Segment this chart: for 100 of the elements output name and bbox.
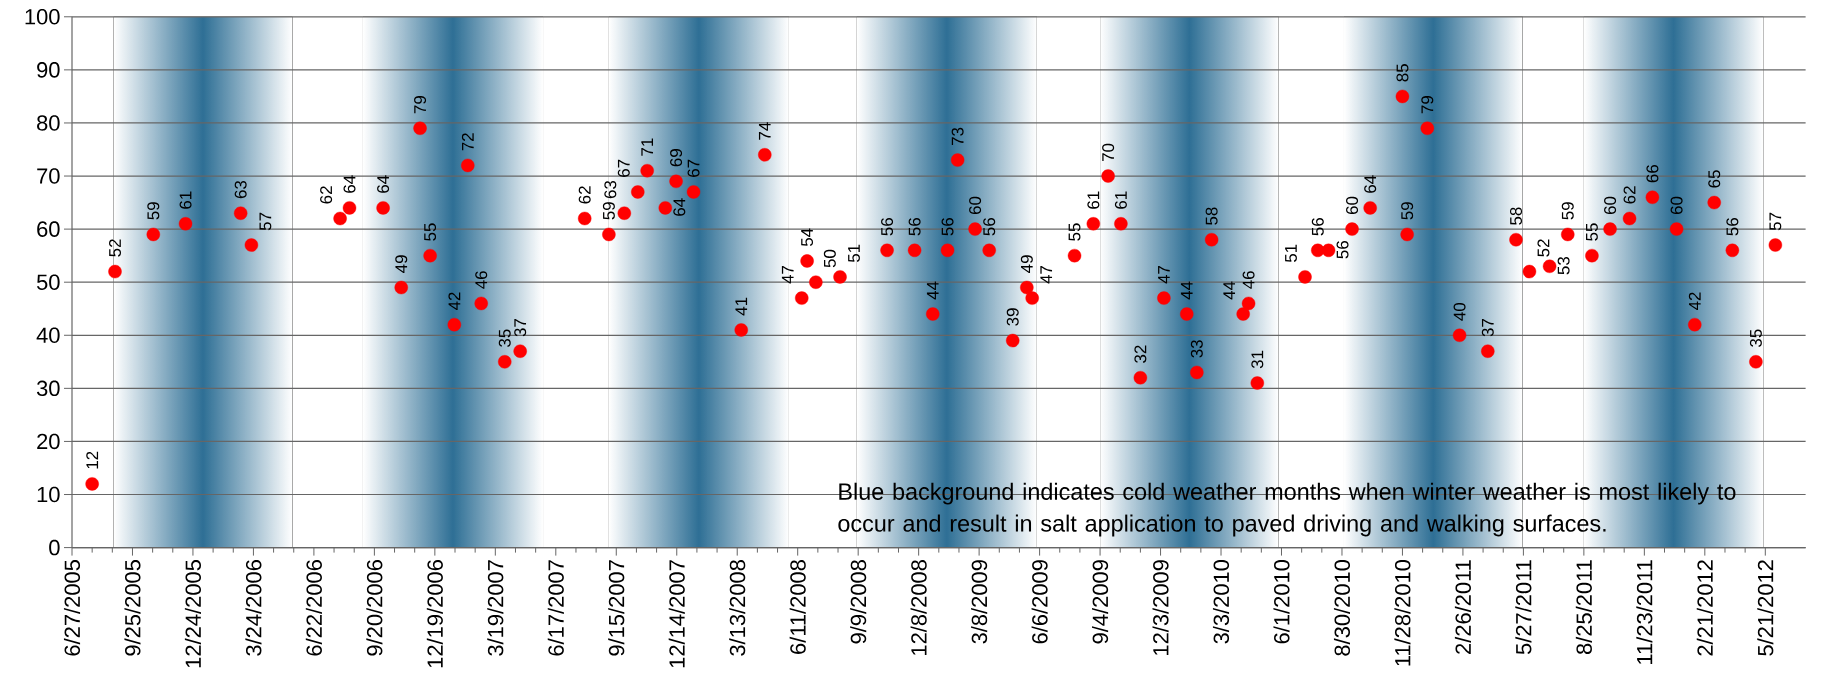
x-tick-label: 9/20/2006	[366, 560, 383, 656]
data-label: 59	[147, 202, 160, 220]
data-label: 62	[578, 186, 591, 204]
data-label: 57	[1769, 212, 1782, 231]
y-tick-label: 90	[37, 62, 60, 78]
x-tick-label: 3/8/2009	[971, 560, 988, 644]
data-label: 56	[881, 218, 894, 236]
data-label: 55	[424, 223, 437, 241]
x-tick-label: 9/9/2008	[850, 560, 867, 644]
data-label: 37	[1481, 319, 1494, 337]
x-tick-label: 3/3/2010	[1212, 559, 1230, 644]
data-label: 31	[1251, 350, 1264, 369]
data-label: 42	[1688, 292, 1701, 311]
data-label: 63	[234, 180, 247, 199]
data-label: 49	[395, 255, 408, 273]
x-tick-label: 8/30/2010	[1333, 559, 1351, 656]
data-label: 79	[414, 96, 427, 114]
x-tick-label: 2/21/2012	[1696, 560, 1713, 656]
data-label: 59	[1401, 202, 1414, 220]
y-tick-label: 70	[37, 168, 60, 184]
x-tick-label: 2/26/2011	[1454, 560, 1471, 654]
data-label: 52	[1537, 239, 1550, 257]
y-tick-label: 0	[49, 539, 60, 556]
data-label: 50	[823, 249, 836, 268]
y-tick-label: 50	[36, 274, 60, 290]
x-tick-label: 9/15/2007	[608, 560, 625, 656]
x-tick-label: 3/24/2006	[245, 560, 262, 656]
data-label: 74	[758, 122, 771, 140]
data-label: 47	[781, 265, 794, 284]
data-label: 56	[983, 218, 996, 236]
data-label: 85	[1396, 64, 1409, 82]
data-label: 66	[1646, 164, 1659, 183]
x-tick-label: 6/17/2007	[547, 560, 564, 656]
data-label: 61	[1087, 191, 1100, 209]
x-tick-label: 5/21/2012	[1757, 560, 1774, 656]
y-tick-label: 40	[36, 327, 60, 344]
data-label: 56	[1311, 218, 1324, 236]
data-label: 56	[1336, 241, 1349, 259]
data-label: 56	[1726, 218, 1739, 236]
y-tick-label: 80	[37, 115, 60, 131]
x-tick-label: 12/24/2005	[184, 560, 201, 668]
data-label: 44	[1180, 281, 1193, 300]
data-label: 46	[475, 271, 488, 289]
data-label: 33	[1190, 340, 1203, 358]
data-label: 51	[848, 244, 860, 263]
y-tick-label: 30	[36, 380, 60, 397]
x-tick-label: 6/1/2010	[1273, 559, 1290, 644]
data-label: 55	[1068, 223, 1081, 241]
data-label: 60	[1604, 196, 1617, 215]
data-label: 49	[1020, 255, 1033, 273]
data-label: 63	[604, 180, 617, 199]
data-label: 41	[735, 297, 748, 316]
y-tick-label: 20	[37, 433, 60, 450]
data-label: 67	[617, 159, 630, 177]
data-label: 54	[801, 228, 814, 247]
x-tick-label: 12/14/2007	[668, 560, 685, 668]
data-label: 47	[1158, 265, 1170, 284]
data-label: 46	[1242, 271, 1255, 289]
x-tick-label: 12/3/2009	[1152, 560, 1169, 655]
data-label: 60	[1670, 196, 1683, 215]
data-label: 60	[969, 196, 982, 215]
data-label: 67	[687, 159, 700, 177]
data-label: 70	[1102, 143, 1115, 161]
x-tick-label: 6/6/2009	[1031, 560, 1048, 644]
data-label: 62	[320, 186, 333, 204]
x-tick-label: 6/11/2008	[789, 560, 806, 654]
y-tick-label: 60	[37, 221, 60, 237]
data-label: 57	[259, 212, 272, 231]
data-label: 64	[1364, 175, 1377, 193]
data-label: 56	[908, 218, 921, 236]
data-label: 69	[670, 149, 683, 167]
data-label: 53	[1557, 256, 1570, 275]
x-tick-label: 3/19/2007	[487, 560, 504, 656]
y-tick-label: 100	[25, 9, 60, 25]
data-label: 40	[1453, 302, 1466, 321]
data-label: 72	[461, 133, 474, 151]
data-label: 42	[448, 292, 461, 311]
data-label: 64	[673, 198, 686, 216]
data-label: 65	[1708, 170, 1721, 188]
data-label: 44	[926, 281, 939, 300]
data-label: 71	[641, 138, 654, 156]
data-label: 62	[1623, 186, 1636, 204]
data-label: 51	[1285, 244, 1297, 263]
x-tick-label: 12/19/2006	[426, 560, 443, 668]
data-label: 47	[1040, 265, 1053, 284]
data-label: 73	[951, 127, 964, 146]
data-label: 64	[343, 175, 356, 193]
y-tick-label: 10	[37, 486, 60, 503]
x-tick-label: 8/25/2011	[1575, 560, 1592, 655]
x-tick-label: 11/23/2011	[1636, 560, 1653, 664]
data-label: 37	[514, 319, 527, 337]
data-label: 39	[1006, 308, 1019, 326]
x-tick-label: 6/22/2006	[305, 560, 322, 656]
x-tick-label: 3/13/2008	[729, 560, 746, 656]
data-label: 58	[1205, 207, 1218, 225]
data-label: 60	[1346, 196, 1359, 215]
data-label: 35	[1749, 329, 1762, 347]
data-label: 59	[1561, 202, 1574, 220]
data-label: 44	[1223, 281, 1236, 300]
data-label: 59	[602, 202, 615, 220]
